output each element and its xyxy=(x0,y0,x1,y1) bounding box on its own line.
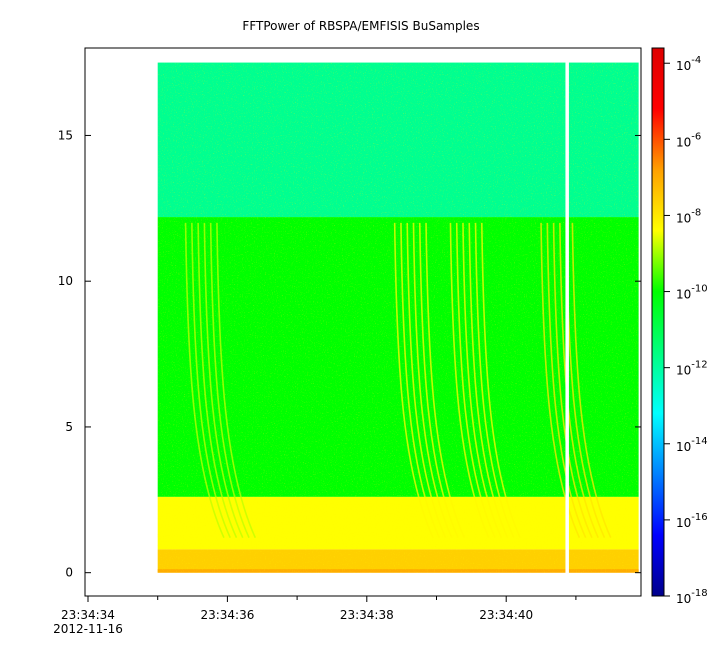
spectrogram-noise xyxy=(157,62,639,573)
y-axis: 0 5 10 15 xyxy=(58,128,641,580)
colorbar-tick-label-2: 10-8 xyxy=(676,207,701,225)
x-tick-label-2: 23:34:38 xyxy=(340,608,394,622)
colorbar-tick-label-0: 10-4 xyxy=(676,55,701,73)
x-tick-date-label: 2012-11-16 xyxy=(53,622,123,636)
x-tick-label-3: 23:34:40 xyxy=(479,608,533,622)
colorbar-axis: 10-4 10-6 10-8 10-10 10-12 10-14 10-16 10-18 xyxy=(664,55,708,606)
data-gap xyxy=(565,48,569,596)
y-tick-label-3: 15 xyxy=(58,128,73,142)
colorbar-tick-label-1: 10-6 xyxy=(676,131,701,149)
plot-area xyxy=(157,48,639,596)
chart-title: FFTPower of RBSPA/EMFISIS BuSamples xyxy=(242,19,479,33)
colorbar-tick-label-5: 10-14 xyxy=(676,436,708,454)
colorbar-tick-label-6: 10-16 xyxy=(676,512,708,530)
plot-frame xyxy=(84,47,642,597)
colorbar-tick-label-4: 10-12 xyxy=(676,360,708,378)
colorbar xyxy=(651,47,665,597)
y-tick-label-1: 5 xyxy=(65,420,73,434)
x-tick-label-0: 23:34:34 xyxy=(61,608,115,622)
colorbar-tick-label-7: 10-18 xyxy=(676,588,708,606)
x-tick-label-1: 23:34:36 xyxy=(200,608,254,622)
colorbar-tick-label-3: 10-10 xyxy=(676,284,708,302)
y-tick-label-0: 0 xyxy=(65,566,73,580)
y-tick-label-2: 10 xyxy=(58,274,73,288)
